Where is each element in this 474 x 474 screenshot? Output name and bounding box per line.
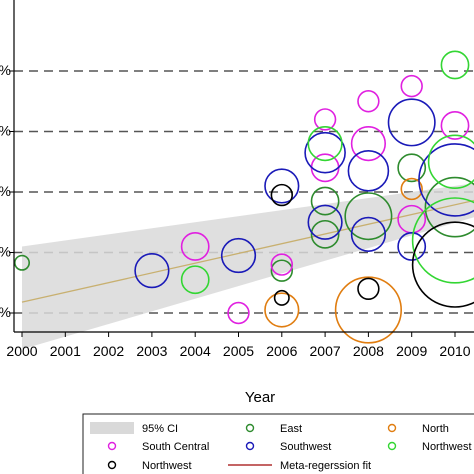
legend-marker [245,423,255,433]
legend-item: Southwest [245,441,331,453]
legend-item: Meta-regerssion fit [228,460,371,472]
legend-item: North [387,423,449,435]
x-tick-label: 2002 [93,343,124,359]
data-point [350,126,387,162]
legend-item: 95% CI [90,422,178,435]
legend-label: Northwest [142,460,192,472]
data-point [264,168,300,204]
axes [13,0,474,333]
x-ticks: 2000 2001 2002 2003 2004 2005 2006 2007 2008 2009… [6,332,471,359]
y-tick-label: % [0,123,11,139]
data-point [440,111,470,140]
data-point [264,292,300,328]
data-point [424,176,474,238]
y-tick-label: % [0,304,11,320]
data-point [307,204,343,240]
data-point [387,98,436,147]
data-point [418,143,474,217]
data-point [270,183,293,207]
data-point [334,276,403,344]
y-tick-label: % [0,244,11,260]
data-point [307,126,343,162]
regression-line [21,199,474,303]
data-point [397,153,427,183]
data-point [310,219,340,249]
data-point [344,192,393,241]
y-tick-label: % [0,62,11,78]
data-point [180,265,210,295]
x-tick-label: 2001 [50,343,81,359]
data-point [357,277,380,300]
legend-label: 95% CI [142,423,178,435]
data-points [14,50,474,344]
legend-marker [387,441,397,451]
data-point [397,232,427,261]
legend-item: Northwest [107,460,192,472]
x-tick-label: 2007 [310,343,341,359]
data-point [270,253,293,276]
fit-line [21,199,474,303]
legend-marker [107,460,117,470]
data-point [400,74,423,98]
legend-label: Southwest [280,441,331,453]
legend-marker [107,441,117,451]
data-point [347,150,390,192]
data-point [304,131,346,174]
legend-band-swatch [90,422,134,434]
data-point [440,50,470,80]
legend-item: South Central [107,441,209,453]
data-point [310,186,340,216]
legend-label: North [422,423,449,435]
x-tick-label: 2004 [180,343,211,359]
x-tick-label: 2006 [266,343,297,359]
data-point [220,237,257,274]
data-point [313,108,337,131]
legend-marker [245,441,255,451]
legend-item: East [245,423,302,435]
data-point [227,301,250,325]
x-tick-label: 2008 [353,343,384,359]
data-point [357,90,380,113]
legend: 95% CI East North South Central Southwest Nor… [82,413,474,474]
y-tick-label: % [0,183,11,199]
data-point [411,221,474,308]
confidence-band [22,183,474,350]
x-tick-label: 2003 [136,343,167,359]
x-axis-title: Year [245,389,275,406]
data-point [273,289,290,306]
data-point [400,177,423,201]
data-point [14,254,30,271]
data-point [350,216,387,252]
data-point [180,232,210,261]
legend-label: East [280,423,302,435]
data-point [270,259,293,282]
legend-label: Meta-regerssion fit [280,460,371,472]
data-point [134,253,170,289]
x-tick-label: 2010 [439,343,470,359]
x-tick-label: 2009 [396,343,427,359]
ci-band [22,183,474,350]
data-point [411,197,474,284]
x-tick-label: 2005 [223,343,254,359]
legend-marker [387,423,397,433]
legend-item: Northwest [387,441,472,453]
legend-frame [82,413,474,474]
legend-label: Northwest [422,441,472,453]
y-ticks: %%%%% [0,62,14,320]
data-point [427,134,474,189]
x-tick-label: 2000 [6,343,37,359]
legend-label: South Central [142,441,209,453]
